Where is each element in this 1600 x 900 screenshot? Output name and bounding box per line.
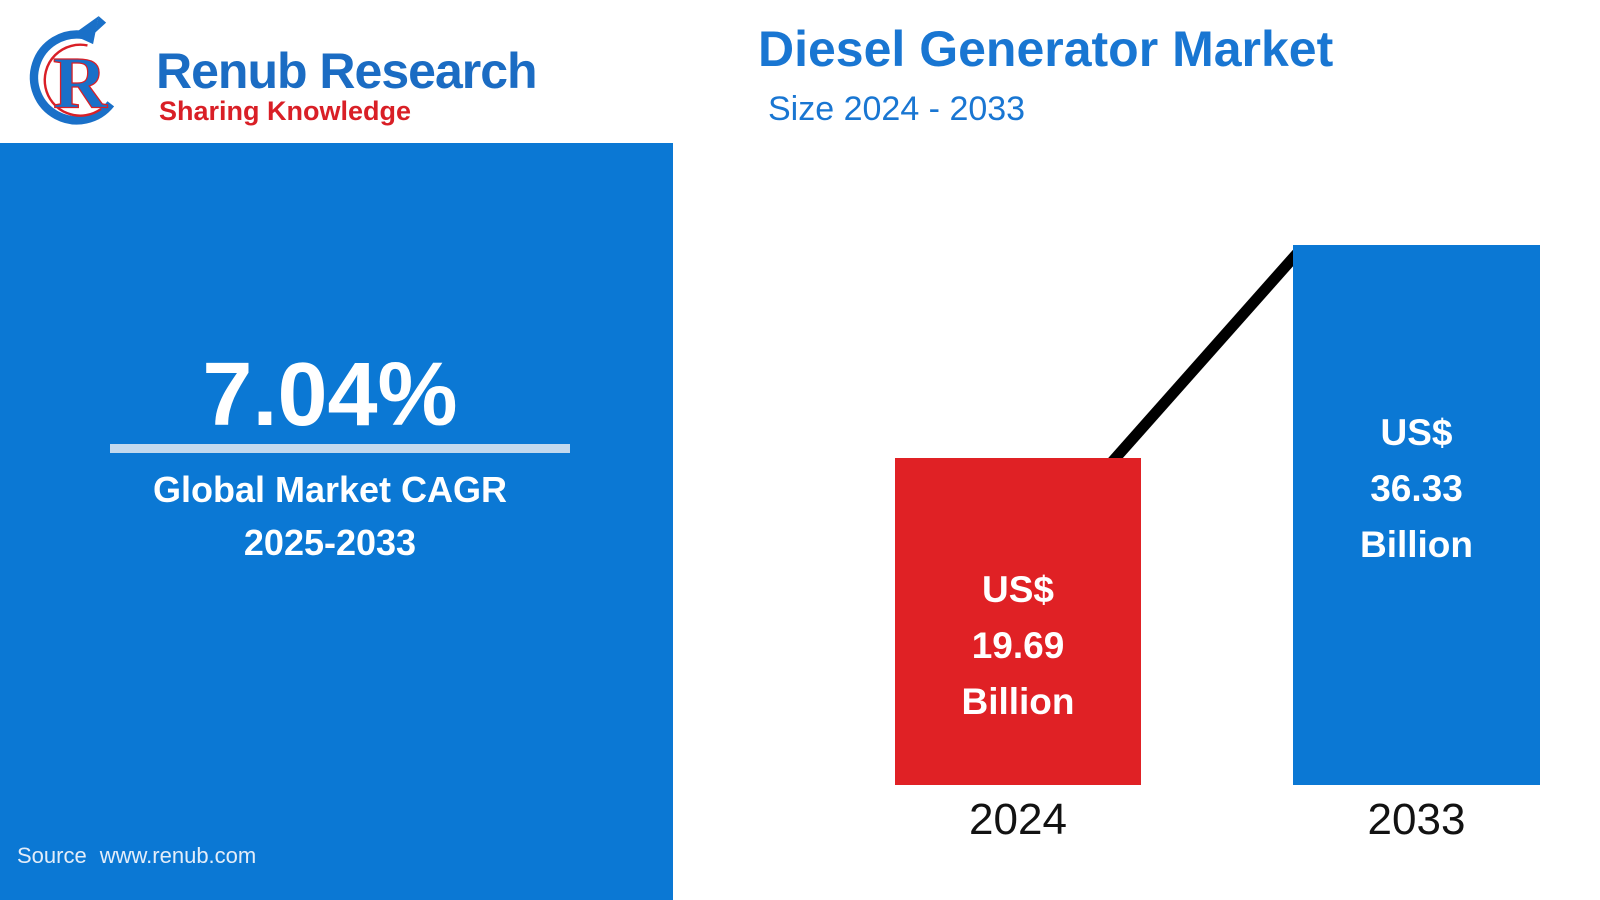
axis-label-2024: 2024 <box>969 795 1067 844</box>
renub-logo: R Renub Research Sharing Knowledge <box>22 8 542 140</box>
cagr-divider <box>110 444 570 453</box>
source-line: Source www.renub.com <box>17 843 256 869</box>
bar-2024-currency: US$ <box>982 568 1054 610</box>
bar-2033-value: 36.33 <box>1370 468 1463 509</box>
source-url: www.renub.com <box>99 843 257 868</box>
source-label: Source <box>17 843 87 868</box>
svg-text:R: R <box>53 42 108 125</box>
bar-2024: US$ 19.69 Billion <box>895 458 1141 785</box>
brand-name: Renub Research <box>156 43 538 99</box>
bar-2033: US$ 36.33 Billion <box>1293 245 1540 785</box>
cagr-panel: 7.04% Global Market CAGR 2025-2033 Sourc… <box>0 143 673 900</box>
cagr-label-line2: 2025-2033 <box>243 522 417 563</box>
cagr-value: 7.04% <box>202 345 458 445</box>
bar-2033-label: US$ 36.33 Billion <box>1293 405 1540 573</box>
page-title: Diesel Generator Market <box>758 21 1334 77</box>
cagr-label-line1: Global Market CAGR <box>152 469 508 510</box>
brand-tagline: Sharing Knowledge <box>159 96 412 126</box>
bar-2033-unit: Billion <box>1359 524 1474 565</box>
bar-2033-currency: US$ <box>1380 412 1453 453</box>
renub-logo-icon: R <box>29 16 115 125</box>
title-block: Diesel Generator Market Size 2024 - 2033 <box>758 20 1558 129</box>
bar-2024-unit: Billion <box>961 680 1075 722</box>
bar-2024-value: 19.69 <box>971 624 1065 666</box>
axis-label-2033: 2033 <box>1367 795 1466 844</box>
page-subtitle: Size 2024 - 2033 <box>768 90 1026 128</box>
bar-2024-label: US$ 19.69 Billion <box>895 562 1141 730</box>
